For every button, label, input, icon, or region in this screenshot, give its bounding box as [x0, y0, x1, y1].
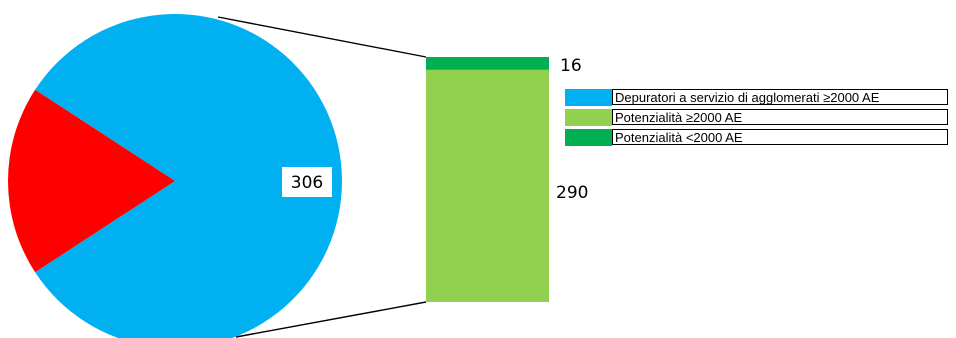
pie-slice-depuratori	[35, 14, 342, 338]
pie-data-label: 306	[291, 173, 323, 193]
bar-data-label-0: 290	[556, 183, 588, 203]
pie-slice-other	[7, 89, 175, 273]
legend-label-depuratori: Depuratori a servizio di agglomerati ≥20…	[612, 89, 948, 105]
pie	[7, 14, 342, 338]
stacked-bar	[426, 57, 549, 302]
connector-line-bottom	[235, 301, 427, 338]
legend-swatch-depuratori	[565, 88, 612, 106]
legend-item-potenzialita-ge-2000: Potenzialità ≥2000 AE	[565, 107, 948, 127]
connector-lines	[217, 16, 427, 338]
legend-label-potenzialita-lt-2000: Potenzialità <2000 AE	[612, 129, 948, 145]
bar-segment-1	[426, 57, 549, 70]
legend-label-potenzialita-ge-2000: Potenzialità ≥2000 AE	[612, 109, 948, 125]
legend-swatch-potenzialita-ge-2000	[565, 108, 612, 126]
pie-data-label-box	[282, 167, 332, 197]
legend-item-potenzialita-lt-2000: Potenzialità <2000 AE	[565, 127, 948, 147]
connector-line-top	[217, 16, 427, 58]
legend-swatch-potenzialita-lt-2000	[565, 128, 612, 146]
legend: Depuratori a servizio di agglomerati ≥20…	[565, 87, 948, 147]
bar-data-label-1: 16	[560, 56, 582, 76]
legend-item-depuratori: Depuratori a servizio di agglomerati ≥20…	[565, 87, 948, 107]
data-labels: 306 290 16	[282, 56, 588, 203]
bar-segment-0	[426, 69, 549, 302]
